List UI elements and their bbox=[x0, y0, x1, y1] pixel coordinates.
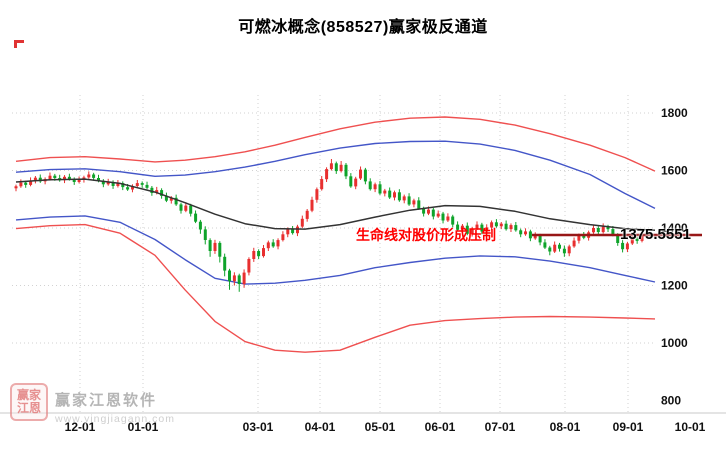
y-tick-label: 800 bbox=[661, 394, 681, 408]
x-tick-label: 09-01 bbox=[613, 420, 644, 434]
x-axis-labels: 12-01 01-01 03-01 04-01 05-01 06-01 07-01 08-01… bbox=[65, 420, 706, 434]
chart-title: 可燃冰概念(858527)赢家极反通道 bbox=[238, 19, 488, 36]
y-axis-labels: 1800 1600 1400 1200 1000 800 bbox=[661, 106, 688, 408]
y-tick-label: 1800 bbox=[661, 106, 688, 120]
y-tick-label: 1400 bbox=[661, 221, 688, 235]
price-label: 1375.5551 bbox=[620, 226, 691, 244]
x-tick-label: 05-01 bbox=[365, 420, 396, 434]
x-tick-label: 08-01 bbox=[550, 420, 581, 434]
x-tick-label: 10-01 bbox=[675, 420, 706, 434]
x-tick-label: 12-01 bbox=[65, 420, 96, 434]
y-tick-label: 1000 bbox=[661, 336, 688, 350]
brand-logo-icon: 赢家 江恩 bbox=[10, 383, 48, 421]
y-tick-label: 1200 bbox=[661, 279, 688, 293]
watermark-brand: 赢家江恩软件 bbox=[55, 392, 158, 409]
brand-logo-text-2: 江恩 bbox=[16, 401, 41, 415]
watermark-text: 赢家江恩软件 www.yingjiagann.com bbox=[55, 383, 175, 425]
pressure-annotation: 生命线对股价形成压制 bbox=[356, 227, 496, 244]
watermark-url: www.yingjiagann.com bbox=[55, 413, 175, 425]
x-tick-label: 01-01 bbox=[128, 420, 159, 434]
x-tick-label: 04-01 bbox=[305, 420, 336, 434]
channel-bands bbox=[15, 116, 656, 353]
life-line bbox=[15, 178, 656, 232]
brand-logo-text-1: 赢家 bbox=[16, 387, 41, 402]
x-tick-label: 03-01 bbox=[243, 420, 274, 434]
x-tick-label: 06-01 bbox=[425, 420, 456, 434]
grid-lines bbox=[0, 95, 726, 414]
corner-mark-icon bbox=[14, 40, 24, 48]
watermark: 赢家 江恩 赢家江恩软件 www.yingjiagann.com bbox=[10, 383, 175, 425]
x-tick-label: 07-01 bbox=[485, 420, 516, 434]
y-tick-label: 1600 bbox=[661, 164, 688, 178]
